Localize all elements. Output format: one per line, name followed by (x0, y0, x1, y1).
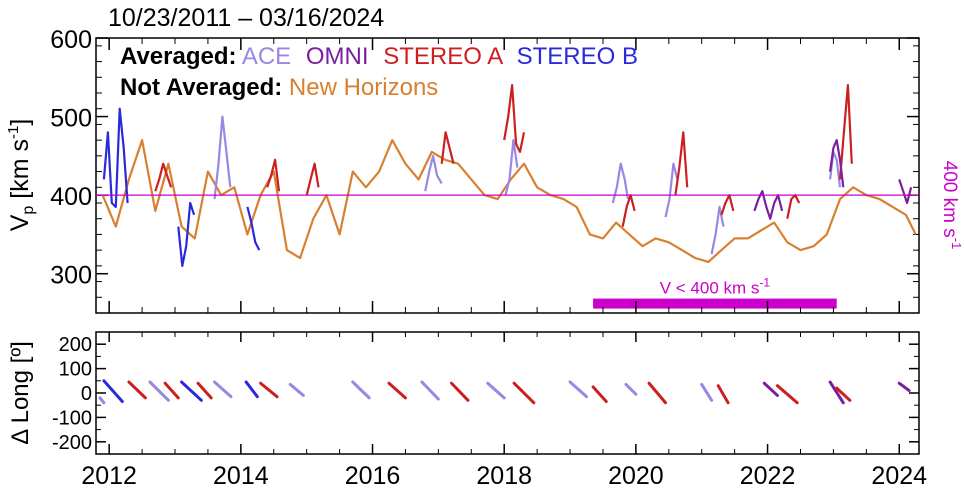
dlong-segment-omni (897, 381, 911, 393)
dlong-segment-ace (148, 380, 170, 402)
series-omni-line (829, 139, 845, 188)
series-stereo-a-line (786, 194, 801, 219)
series-stereo-a-line (305, 162, 320, 196)
series-ace-line (710, 205, 725, 255)
legend-row-averaged: Averaged: ACE OMNI STEREO A STEREO B (120, 43, 638, 70)
series-stereo-a-line (621, 194, 636, 227)
dlong-segment-stereo-a (127, 380, 147, 400)
series-ace-line (424, 154, 443, 192)
legend-row-not-averaged: Not Averaged: New Horizons (120, 74, 438, 101)
dlong-segment-stereo-a (716, 384, 730, 405)
dlong-segment-stereo-b (244, 380, 259, 399)
slow-wind-bar-label: V < 400 km s-1 (660, 276, 771, 298)
dlong-segment-ace (700, 382, 714, 402)
dlong-segment-ace (351, 380, 371, 400)
x-tick-label: 2020 (608, 462, 664, 490)
lower-y-tick-label: -100 (52, 407, 92, 429)
series-ace-line (611, 162, 630, 204)
dlong-segment-stereo-a (387, 381, 407, 400)
dlong-segment-ace (98, 396, 106, 405)
upper-plot-frame (95, 37, 920, 314)
lower-plot-frame (95, 331, 920, 455)
series-stereo-a-line (674, 131, 689, 196)
dlong-segment-ace (288, 382, 305, 397)
series-stereo-a-line (440, 131, 455, 164)
dlong-segment-stereo-a (259, 381, 279, 399)
series-stereo-b-line (177, 201, 196, 267)
dlong-segment-ace (213, 380, 233, 399)
legend-omni: OMNI (306, 43, 369, 70)
dlong-segment-stereo-a (196, 381, 213, 400)
lower-y-axis-label: Δ Long [º] (7, 341, 34, 445)
legend-new-horizons: New Horizons (289, 74, 438, 101)
series-stereo-a-line (503, 83, 526, 153)
chart-title: 10/23/2011 – 03/16/2024 (108, 4, 384, 32)
lower-y-tick-label: -200 (52, 432, 92, 454)
lower-y-tick-label: 0 (81, 383, 92, 405)
legend-averaged-prefix: Averaged: (120, 43, 236, 70)
dlong-segment-ace (420, 380, 440, 401)
legend-stereo-a: STEREO A (383, 43, 503, 70)
dlong-segment-ace (568, 380, 589, 399)
right-reference-label: 400 km s-1 (939, 161, 964, 250)
series-new-horizons-line (101, 139, 917, 263)
series-stereo-a-line (266, 158, 281, 192)
x-tick-label: 2024 (871, 462, 927, 490)
series-stereo-a-line (154, 162, 173, 192)
dlong-segment-stereo-a (647, 381, 668, 405)
series-stereo-b-line (246, 206, 261, 251)
upper-y-tick-label: 300 (50, 262, 92, 290)
dlong-segment-stereo-a (835, 386, 852, 402)
series-stereo-a-line (720, 194, 735, 216)
x-tick-label: 2018 (476, 462, 532, 490)
x-tick-label: 2022 (740, 462, 796, 490)
series-ace-line (664, 162, 679, 218)
upper-y-tick-label: 500 (50, 105, 92, 133)
upper-y-tick-label: 400 (50, 183, 92, 211)
upper-y-axis-label: Vp [km s-1] (5, 119, 37, 232)
dlong-segment-stereo-a (163, 381, 180, 400)
dlong-segment-stereo-a (775, 384, 799, 405)
x-tick-label: 2016 (345, 462, 401, 490)
slow-wind-bar (593, 298, 837, 309)
series-ace-line (504, 139, 519, 196)
series-stereo-a-line (838, 83, 853, 180)
legend-stereo-b: STEREO B (517, 43, 638, 70)
dlong-segment-ace (486, 381, 506, 400)
dlong-segment-stereo-b (180, 380, 203, 402)
x-tick-label: 2014 (213, 462, 269, 490)
series-stereo-b-line (102, 107, 129, 208)
lower-y-tick-label: 200 (59, 334, 92, 356)
x-tick-label: 2012 (81, 462, 137, 490)
dlong-segment-omni (828, 380, 845, 405)
dlong-segment-ace (624, 382, 638, 396)
dlong-segment-omni (762, 381, 779, 397)
dlong-segment-stereo-a (512, 381, 536, 405)
series-omni-line (898, 179, 913, 205)
legend-ace: ACE (242, 43, 291, 70)
lower-y-tick-label: 100 (59, 359, 92, 381)
dlong-segment-stereo-a (450, 381, 470, 402)
upper-y-tick-label: 600 (50, 26, 92, 54)
series-omni-line (753, 190, 784, 220)
dlong-segment-stereo-b (102, 379, 124, 404)
dlong-segment-stereo-a (591, 385, 608, 404)
series-ace-line (213, 115, 232, 200)
legend-not-averaged-prefix: Not Averaged: (120, 74, 282, 101)
